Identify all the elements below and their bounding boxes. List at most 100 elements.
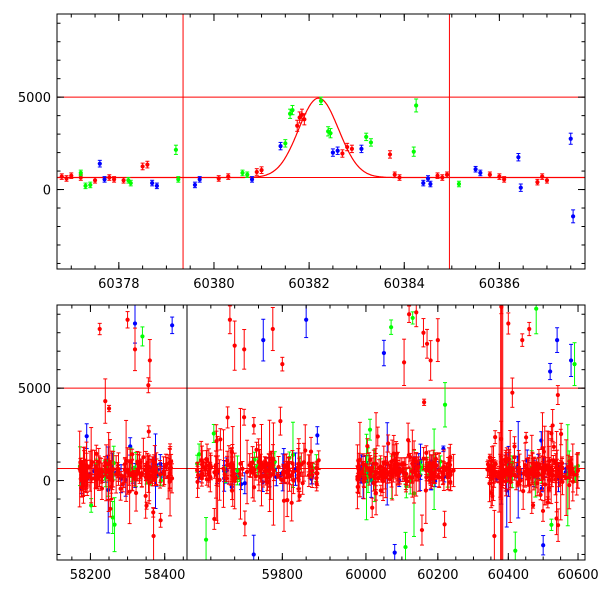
data-point-red (391, 451, 396, 456)
data-point-red (530, 466, 535, 471)
data-point-blue (330, 150, 335, 155)
data-point-green (126, 178, 131, 183)
data-point-red (308, 449, 314, 454)
data-point-red (265, 475, 270, 480)
data-point-red (263, 469, 268, 474)
data-point-red (444, 172, 450, 177)
data-point-red (489, 490, 494, 495)
data-point-red (424, 341, 430, 346)
data-point-red (224, 476, 229, 481)
data-point-green (442, 402, 448, 407)
data-point-red (544, 178, 550, 183)
data-point-red (221, 466, 226, 471)
data-point-red (196, 473, 201, 478)
data-point-red (140, 164, 145, 169)
data-point-red (414, 310, 419, 315)
data-point-red (393, 465, 398, 471)
data-point-red (229, 488, 235, 493)
data-point-red (226, 174, 231, 179)
data-point-red (278, 419, 283, 424)
data-point-red (229, 463, 234, 468)
data-point-red (560, 479, 565, 485)
data-point-red (554, 516, 559, 521)
data-point-red (355, 464, 361, 469)
data-point-red (147, 358, 152, 363)
data-point-red (485, 467, 490, 472)
data-point-red (244, 469, 250, 475)
data-point-green (88, 182, 93, 188)
data-point-red (251, 423, 256, 428)
data-point-red (266, 468, 271, 473)
data-point-red (428, 358, 433, 363)
data-point-red (432, 470, 437, 475)
data-point-green (549, 522, 554, 527)
data-point-red (558, 475, 563, 480)
data-point-red (416, 474, 421, 479)
data-point-red (290, 461, 295, 466)
data-point-red (242, 347, 247, 352)
data-point-green (283, 141, 288, 146)
data-point-red (270, 326, 275, 332)
data-point-red (306, 473, 311, 478)
data-point-green (368, 140, 374, 145)
x-tick-label: 60400 (488, 568, 529, 583)
data-point-green (534, 306, 539, 311)
data-point-red (394, 451, 399, 456)
data-point-red (141, 455, 146, 460)
data-point-green (367, 427, 373, 432)
data-point-red (242, 521, 247, 526)
data-point-red (435, 338, 440, 343)
data-point-red (92, 476, 97, 481)
data-point-red (216, 176, 221, 181)
data-point-red (536, 465, 541, 470)
bottom-panel: 0 5000 58200 58400 59800 60000 60200 60400 60600 (18, 304, 599, 583)
data-point-red (150, 469, 155, 474)
data-point-red (523, 462, 528, 468)
data-point-red (151, 533, 156, 539)
data-point-blue (242, 481, 247, 486)
data-point-green (389, 325, 394, 330)
data-point-red (121, 178, 126, 183)
data-point-red (275, 473, 280, 478)
data-point-blue (154, 183, 159, 188)
data-point-red (218, 437, 223, 442)
data-point-blue (261, 338, 266, 343)
data-point-green (173, 147, 179, 152)
data-point-red (267, 463, 272, 468)
data-point-green (128, 180, 133, 186)
data-point-red (507, 457, 512, 462)
data-point-blue (392, 550, 397, 555)
data-point-red (503, 479, 508, 484)
data-point-blue (555, 338, 560, 343)
data-point-red (127, 489, 132, 494)
data-point-red (510, 390, 515, 395)
data-point-red (544, 467, 549, 472)
data-point-red (238, 461, 243, 466)
data-point-red (295, 123, 300, 128)
plot-frame (56, 304, 586, 561)
data-point-red (379, 472, 384, 477)
data-point-red (208, 463, 213, 468)
x-tick-label: 58400 (144, 568, 185, 583)
data-point-red (526, 469, 531, 474)
data-point-red (387, 477, 392, 482)
data-point-red (143, 468, 148, 473)
data-point-red (521, 489, 526, 494)
data-point-red (281, 471, 286, 477)
data-point-red (204, 457, 210, 463)
data-point-green (110, 515, 115, 520)
data-point-red (104, 470, 109, 475)
data-point-green (176, 177, 181, 182)
data-point-red (133, 490, 139, 496)
data-point-red (520, 338, 525, 343)
data-point-red (416, 464, 421, 470)
data-point-red (419, 527, 425, 533)
data-point-blue (192, 182, 198, 188)
data-point-blue (278, 144, 283, 149)
data-point-red (514, 474, 519, 479)
data-point-green (83, 183, 88, 188)
data-point-red (503, 460, 509, 465)
data-point-red (240, 466, 245, 471)
data-point-blue (251, 552, 256, 557)
data-point-blue (541, 543, 546, 548)
